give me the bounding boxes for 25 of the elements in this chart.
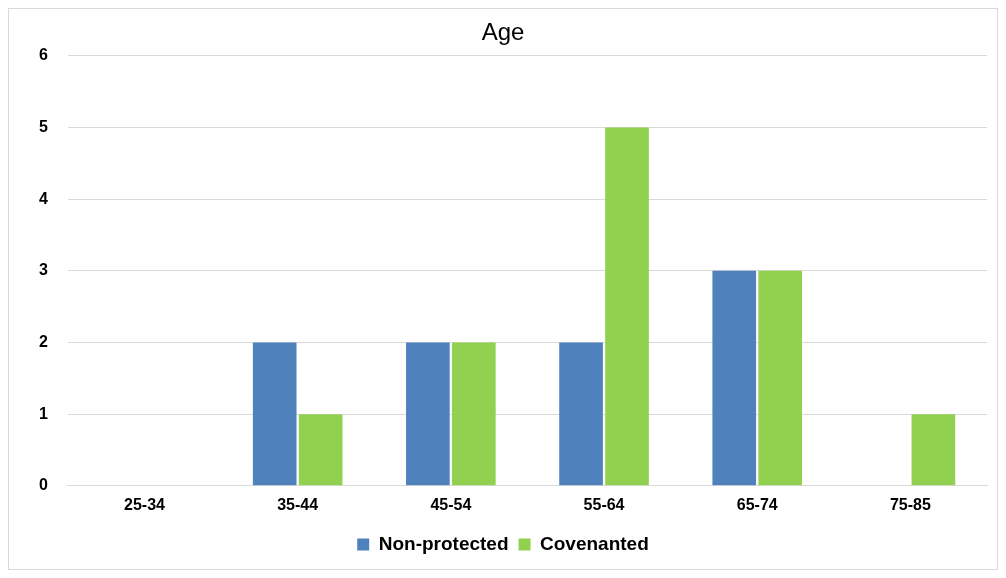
legend-label: Non-protected — [378, 532, 509, 554]
y-tick-label: 5 — [38, 117, 48, 135]
bar — [406, 342, 450, 486]
y-tick-label: 3 — [38, 261, 48, 279]
x-tick-label: 35-44 — [277, 495, 319, 513]
bar — [452, 342, 496, 486]
x-tick-label: 25-34 — [124, 495, 166, 513]
x-tick-label: 75-85 — [889, 495, 931, 513]
y-tick-label: 4 — [38, 189, 48, 207]
bar — [758, 270, 803, 486]
bar — [911, 414, 956, 486]
bar — [605, 127, 649, 486]
bar — [559, 342, 603, 486]
y-tick-label: 1 — [38, 404, 48, 422]
x-tick-label: 55-64 — [583, 495, 625, 513]
bar — [252, 342, 297, 486]
bar — [712, 270, 757, 486]
chart-title: Age — [481, 18, 525, 46]
y-tick-label: 0 — [38, 476, 48, 494]
bar — [298, 414, 343, 486]
x-tick-label: 65-74 — [736, 495, 778, 513]
y-tick-label: 2 — [38, 332, 48, 350]
y-tick-label: 6 — [38, 46, 48, 64]
x-tick-label: 45-54 — [430, 495, 472, 513]
legend-label: Covenanted — [540, 532, 649, 554]
